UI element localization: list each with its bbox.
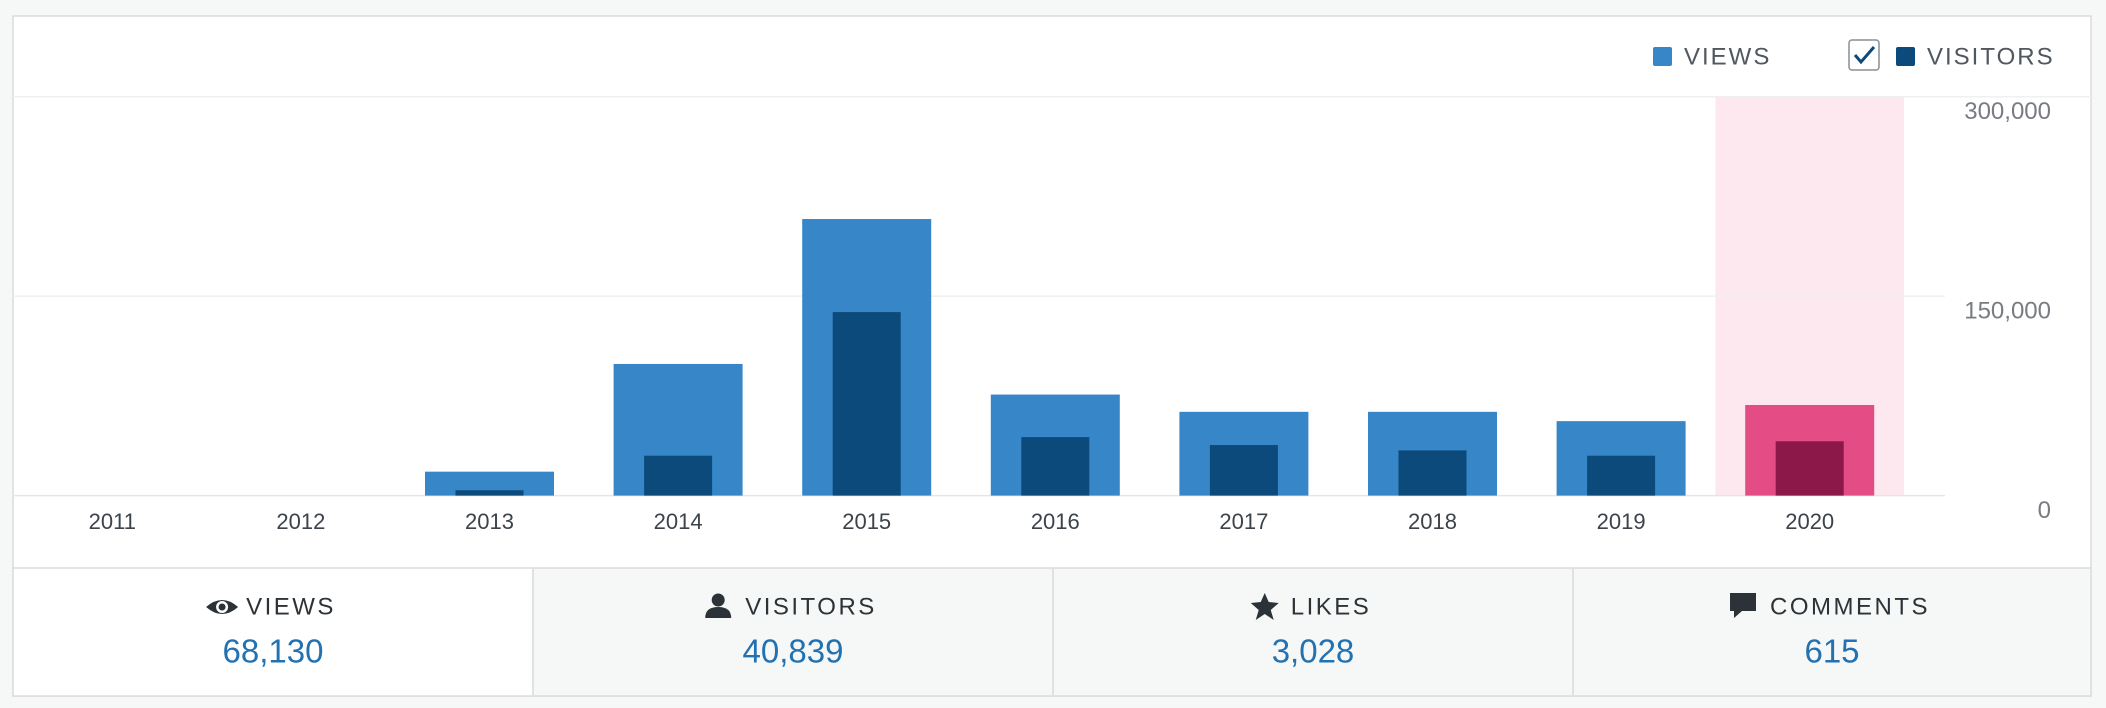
summary-value: 3,028	[1272, 633, 1355, 670]
summary-value: 40,839	[743, 633, 844, 670]
bar	[425, 471, 554, 496]
bar	[644, 455, 713, 496]
summary-tab[interactable]	[12, 567, 534, 697]
icon-shape	[218, 603, 226, 611]
summary-icon	[1730, 593, 1756, 618]
bar	[1398, 450, 1467, 496]
visitors-checkbox[interactable]	[1848, 39, 1880, 71]
legend-label[interactable]: VISITORS	[1927, 43, 2055, 70]
bar	[455, 490, 524, 496]
bar	[832, 312, 901, 496]
y-tick-label: 300,000	[1964, 98, 2051, 125]
summary-label: VISITORS	[745, 593, 877, 620]
summary-icon	[206, 600, 239, 614]
x-tick-label: 2016	[1031, 509, 1080, 534]
legend-label[interactable]: VIEWS	[1684, 43, 1771, 70]
summary-value: 615	[1804, 633, 1859, 670]
x-tick-label: 2012	[276, 509, 325, 534]
summary-tab[interactable]	[1052, 567, 1574, 697]
bar	[1587, 455, 1656, 496]
x-tick-label: 2018	[1408, 509, 1457, 534]
x-tick-label: 2020	[1785, 509, 1834, 534]
x-tick-label: 2014	[654, 509, 703, 534]
x-tick-label: 2013	[465, 509, 514, 534]
bar	[1209, 445, 1278, 496]
summary-icon	[1250, 593, 1279, 620]
legend-swatch	[1653, 47, 1672, 66]
checkmark	[1853, 46, 1876, 65]
summary-label: COMMENTS	[1770, 593, 1930, 620]
y-tick-label: 0	[2038, 497, 2051, 524]
x-tick-label: 2011	[89, 509, 136, 534]
bar	[1775, 441, 1844, 496]
legend-swatch	[1896, 47, 1915, 66]
summary-value: 68,130	[223, 633, 324, 670]
y-tick-label: 150,000	[1964, 297, 2051, 324]
icon-shape	[1730, 593, 1756, 618]
x-tick-label: 2017	[1219, 509, 1268, 534]
x-tick-label: 2015	[842, 509, 891, 534]
summary-tab[interactable]	[1572, 567, 2092, 697]
summary-label: LIKES	[1291, 593, 1372, 620]
icon-shape	[711, 593, 725, 607]
icon-shape	[1250, 593, 1279, 620]
icon-shape	[705, 607, 732, 618]
summary-icon	[705, 593, 732, 618]
bar	[1021, 437, 1090, 496]
summary-label: VIEWS	[246, 593, 336, 620]
x-tick-label: 2019	[1597, 509, 1646, 534]
